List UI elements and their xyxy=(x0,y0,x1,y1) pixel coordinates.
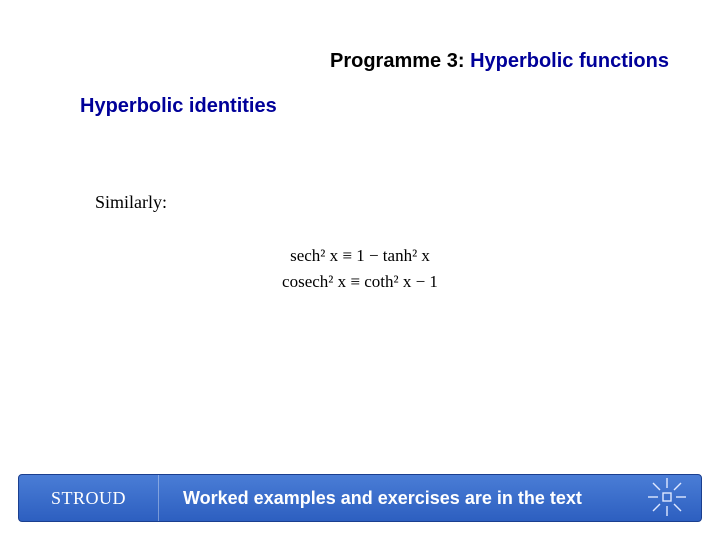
section-title: Hyperbolic identities xyxy=(80,95,277,118)
body-intro: Similarly: xyxy=(95,192,167,213)
spark-icon xyxy=(646,476,688,518)
footer-bar: STROUD Worked examples and exercises are… xyxy=(18,474,702,522)
footer-note: Worked examples and exercises are in the… xyxy=(159,488,701,509)
slide: Programme 3: Hyperbolic functions Hyperb… xyxy=(0,0,720,540)
footer-brand: STROUD xyxy=(19,475,159,521)
header-prefix: Programme 3: xyxy=(330,50,470,72)
formula-line-2: cosech² x ≡ coth² x − 1 xyxy=(0,272,720,292)
formula-line-1: sech² x ≡ 1 − tanh² x xyxy=(0,246,720,266)
header-topic: Hyperbolic functions xyxy=(470,50,669,72)
page-title: Programme 3: Hyperbolic functions xyxy=(330,50,669,73)
formula-block: sech² x ≡ 1 − tanh² x cosech² x ≡ coth² … xyxy=(0,240,720,298)
